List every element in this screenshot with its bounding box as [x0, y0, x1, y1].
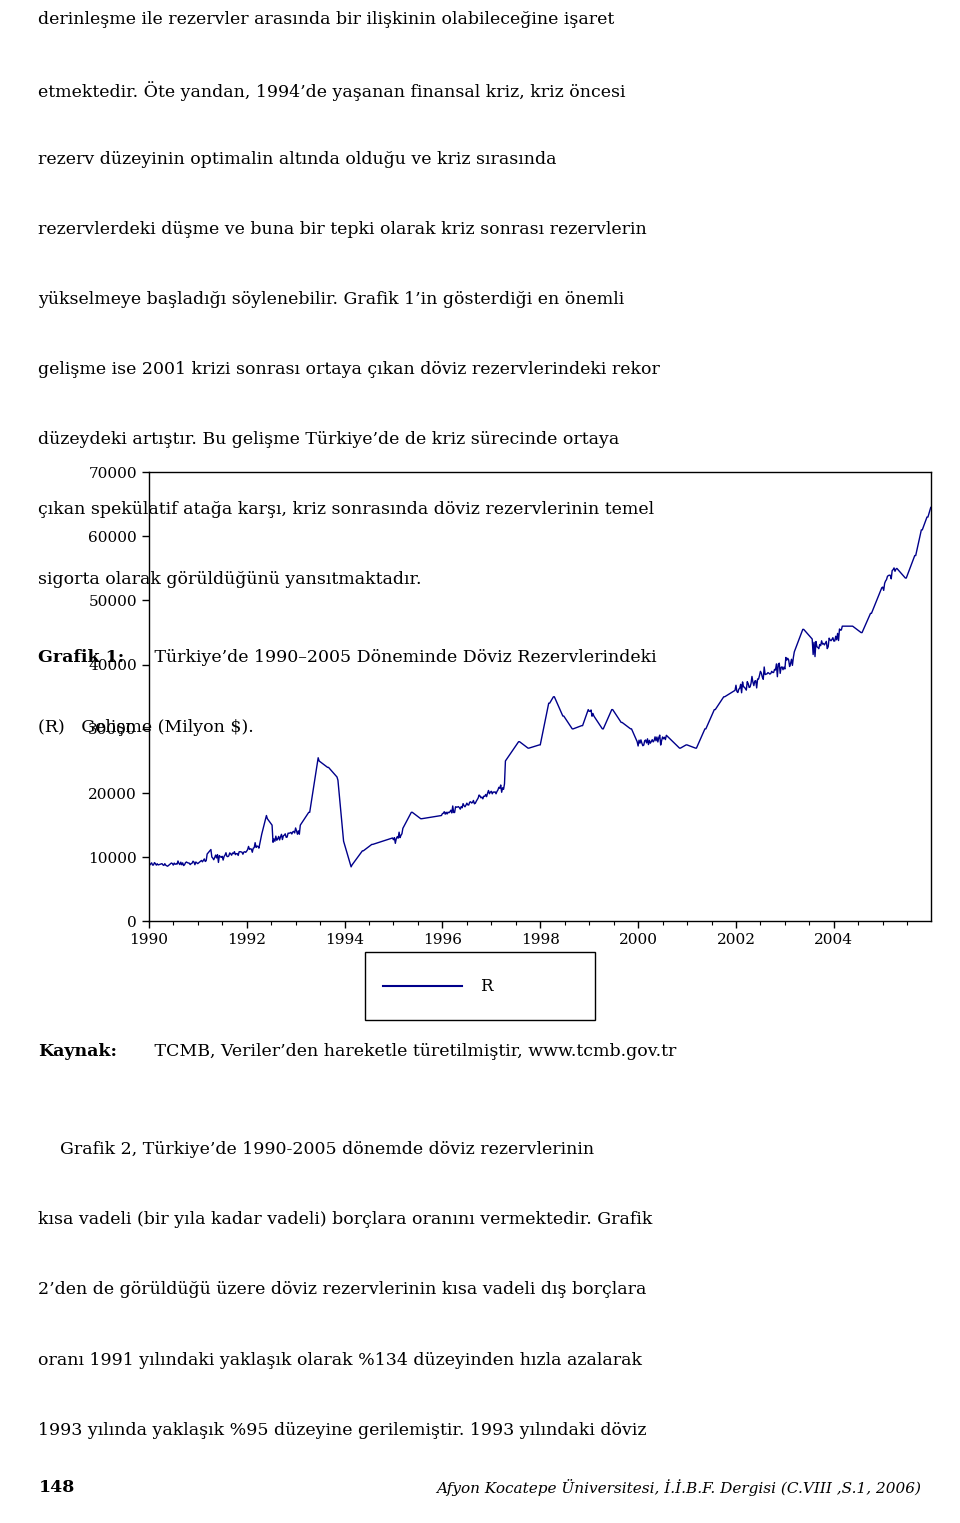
- Text: oranı 1991 yılındaki yaklaşık olarak %134 düzeyinden hızla azalarak: oranı 1991 yılındaki yaklaşık olarak %13…: [38, 1351, 642, 1369]
- Text: Kaynak:: Kaynak:: [38, 1043, 117, 1060]
- Text: 148: 148: [38, 1479, 75, 1496]
- Text: Afyon Kocatepe Üniversitesi, İ.İ.B.F. Dergisi (C.VIII ,S.1, 2006): Afyon Kocatepe Üniversitesi, İ.İ.B.F. De…: [437, 1479, 922, 1496]
- Text: Grafik 1:: Grafik 1:: [38, 649, 125, 666]
- Text: R: R: [480, 978, 492, 995]
- Text: 2’den de görüldüğü üzere döviz rezervlerinin kısa vadeli dış borçlara: 2’den de görüldüğü üzere döviz rezervler…: [38, 1281, 647, 1299]
- Text: gelişme ise 2001 krizi sonrası ortaya çıkan döviz rezervlerindeki rekor: gelişme ise 2001 krizi sonrası ortaya çı…: [38, 361, 660, 378]
- Text: kısa vadeli (bir yıla kadar vadeli) borçlara oranını vermektedir. Grafik: kısa vadeli (bir yıla kadar vadeli) borç…: [38, 1211, 653, 1229]
- Text: sigorta olarak görüldüğünü yansıtmaktadır.: sigorta olarak görüldüğünü yansıtmaktadı…: [38, 571, 421, 588]
- Text: rezervlerdeki düşme ve buna bir tepki olarak kriz sonrası rezervlerin: rezervlerdeki düşme ve buna bir tepki ol…: [38, 221, 647, 238]
- Text: çıkan spekülatif atağa karşı, kriz sonrasında döviz rezervlerinin temel: çıkan spekülatif atağa karşı, kriz sonra…: [38, 501, 655, 518]
- Text: yükselmeye başladığı söylenebilir. Grafik 1’in gösterdiği en önemli: yükselmeye başladığı söylenebilir. Grafi…: [38, 291, 625, 308]
- Text: Grafik 2, Türkiye’de 1990-2005 dönemde döviz rezervlerinin: Grafik 2, Türkiye’de 1990-2005 dönemde d…: [38, 1141, 594, 1159]
- Text: rezerv düzeyinin optimalin altında olduğu ve kriz sırasında: rezerv düzeyinin optimalin altında olduğ…: [38, 151, 557, 168]
- Text: derinleşme ile rezervler arasında bir ilişkinin olabileceğine işaret: derinleşme ile rezervler arasında bir il…: [38, 11, 614, 27]
- Text: (R)   Gelişme (Milyon $).: (R) Gelişme (Milyon $).: [38, 719, 254, 736]
- Text: TCMB, Veriler’den hareketle türetilmiştir, www.tcmb.gov.tr: TCMB, Veriler’den hareketle türetilmişti…: [149, 1043, 676, 1060]
- Text: etmektedir. Öte yandan, 1994’de yaşanan finansal kriz, kriz öncesi: etmektedir. Öte yandan, 1994’de yaşanan …: [38, 81, 626, 101]
- Text: 1993 yılında yaklaşık %95 düzeyine gerilemiştir. 1993 yılındaki döviz: 1993 yılında yaklaşık %95 düzeyine geril…: [38, 1421, 647, 1439]
- Text: Türkiye’de 1990–2005 Döneminde Döviz Rezervlerindeki: Türkiye’de 1990–2005 Döneminde Döviz Rez…: [149, 649, 657, 666]
- Text: düzeydeki artıştır. Bu gelişme Türkiye’de de kriz sürecinde ortaya: düzeydeki artıştır. Bu gelişme Türkiye’d…: [38, 431, 619, 448]
